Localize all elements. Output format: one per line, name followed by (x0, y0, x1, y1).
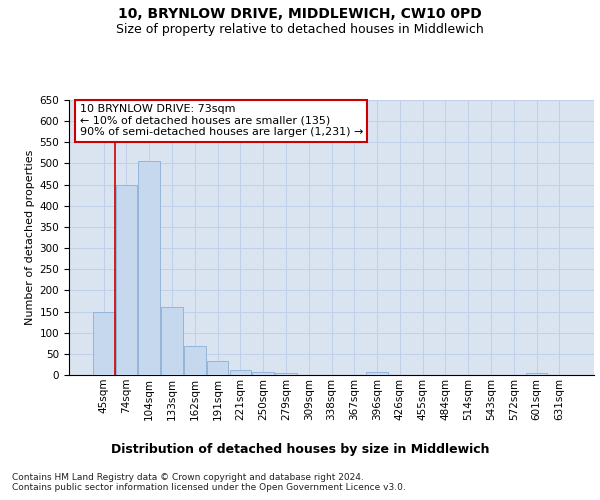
Bar (161, 308, 183, 375)
Bar (526, 373, 547, 375)
Bar (139, 160, 160, 375)
Bar (207, 361, 229, 375)
Bar (275, 374, 297, 375)
Text: 10, BRYNLOW DRIVE, MIDDLEWICH, CW10 0PD: 10, BRYNLOW DRIVE, MIDDLEWICH, CW10 0PD (118, 8, 482, 22)
Bar (184, 346, 206, 375)
Text: 10 BRYNLOW DRIVE: 73sqm
← 10% of detached houses are smaller (135)
90% of semi-d: 10 BRYNLOW DRIVE: 73sqm ← 10% of detache… (79, 104, 363, 138)
Bar (230, 370, 251, 375)
Bar (366, 372, 388, 375)
Bar (116, 184, 137, 375)
Text: Distribution of detached houses by size in Middlewich: Distribution of detached houses by size … (111, 442, 489, 456)
Bar (253, 372, 274, 375)
Y-axis label: Number of detached properties: Number of detached properties (25, 150, 35, 325)
Text: Size of property relative to detached houses in Middlewich: Size of property relative to detached ho… (116, 22, 484, 36)
Bar (93, 312, 115, 375)
Text: Contains HM Land Registry data © Crown copyright and database right 2024.
Contai: Contains HM Land Registry data © Crown c… (12, 472, 406, 492)
